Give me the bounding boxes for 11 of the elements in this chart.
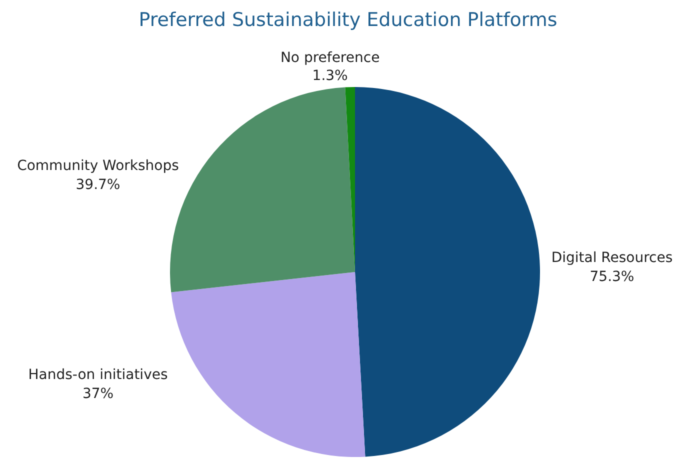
data-label: 37% [82,386,114,402]
slice-label: Community Workshops [17,158,179,174]
slice-label: Hands-on initiatives [28,366,168,383]
pie-slice [171,272,366,457]
data-label: 75.3% [590,268,634,285]
data-label: 1.3% [312,68,348,84]
chart-title: Preferred Sustainability Education Platforms [138,9,558,31]
slice-label: Digital Resources [551,250,673,266]
data-label: 39.7% [76,177,120,194]
slice-label: No preference [280,50,380,66]
pie-slice [355,87,540,457]
